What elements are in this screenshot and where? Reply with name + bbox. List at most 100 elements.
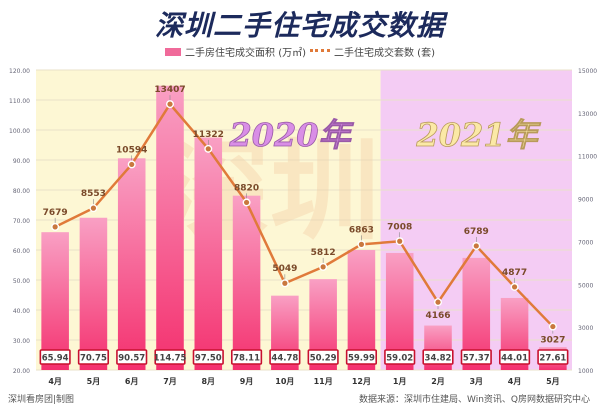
left-axis-tick: 60.00 — [13, 248, 30, 255]
line-point — [397, 238, 403, 244]
year-2020-label: 2020年 — [228, 116, 354, 154]
line-point — [90, 205, 97, 211]
bar-value-label: 34.82 — [425, 354, 452, 364]
line-point — [167, 101, 173, 107]
category-label: 11月 — [314, 377, 333, 386]
line-value-label: 3027 — [540, 336, 565, 346]
bar-value-box — [116, 349, 148, 365]
line-value-label: 4877 — [502, 268, 527, 278]
line-point — [129, 161, 135, 168]
right-axis-tick: 5000 — [578, 282, 593, 289]
bar-value-label: 90.57 — [118, 354, 145, 364]
line-value-label: 5812 — [311, 248, 336, 258]
left-axis-tick: 40.00 — [13, 308, 30, 315]
line-point — [52, 224, 58, 230]
line-point — [243, 199, 250, 206]
category-label: 1月 — [393, 377, 407, 386]
category-label: 2月 — [431, 377, 445, 386]
bar — [156, 85, 184, 370]
left-axis-tick: 120.00 — [9, 68, 30, 75]
credit-text: 深圳看房团|制图 — [8, 395, 75, 405]
left-axis-tick: 50.00 — [13, 278, 30, 285]
line-point — [282, 280, 288, 286]
year-2021-label: 2021年 — [415, 116, 541, 154]
bar-value-box — [345, 349, 378, 365]
bar-value-label: 70.75 — [80, 354, 107, 364]
legend-line-swatch — [310, 49, 330, 54]
category-label: 3月 — [469, 377, 483, 386]
bar-value-label: 97.50 — [195, 354, 222, 364]
right-axis-tick: 3000 — [578, 325, 593, 332]
bar-value-label: 78.11 — [233, 354, 260, 364]
line-point — [358, 241, 365, 247]
bar-value-box — [307, 349, 339, 365]
line-series — [54, 102, 554, 328]
line-point — [511, 284, 518, 290]
bar-value-box — [422, 349, 454, 365]
left-axis-tick: 70.00 — [13, 218, 30, 225]
bar — [194, 137, 223, 370]
bar — [41, 232, 69, 370]
legend: 二手房住宅成交面积 (万㎡) 二手住宅成交套数 (套) — [0, 44, 600, 59]
line-value-label: 6863 — [349, 225, 374, 235]
line-value-label: 11322 — [193, 130, 224, 140]
left-axis-tick: 80.00 — [13, 188, 30, 195]
bar-value-box — [154, 349, 186, 365]
line-point — [320, 264, 326, 270]
legend-line-label: 二手住宅成交套数 (套) — [334, 48, 435, 59]
bar-value-label: 50.29 — [310, 354, 337, 364]
line-value-label: 8820 — [234, 183, 259, 193]
line-point — [550, 323, 556, 330]
line-value-label: 13407 — [154, 85, 185, 95]
left-axis-tick: 90.00 — [13, 158, 30, 165]
bar — [117, 158, 146, 370]
source-text: 数据来源：深圳市住建局、Win资讯、Q房网数据研究中心 — [359, 395, 590, 405]
bar-value-box — [537, 349, 569, 365]
bar-value-box — [460, 349, 492, 365]
line-value-label: 10594 — [116, 145, 147, 155]
left-axis-tick: 110.00 — [9, 98, 30, 105]
line-value-label: 8553 — [81, 189, 106, 199]
line-value-label: 7008 — [387, 222, 412, 232]
right-axis-tick: 1000 — [578, 368, 593, 375]
bar-value-box — [39, 349, 71, 365]
bar-value-label: 59.99 — [348, 354, 375, 364]
chart-title: 深圳二手住宅成交数据 — [154, 9, 445, 42]
bar-value-box — [498, 349, 531, 365]
category-label: 4月 — [48, 377, 62, 386]
category-label: 5月 — [87, 377, 101, 386]
bar-value-box — [192, 349, 224, 365]
line-point — [435, 299, 441, 305]
bar-value-box — [384, 349, 416, 365]
category-label: 10月 — [275, 377, 294, 386]
bar-value-box — [230, 349, 263, 365]
category-label: 8月 — [201, 377, 215, 386]
bar-value-label: 44.01 — [501, 354, 528, 364]
category-label: 12月 — [352, 377, 371, 386]
left-axis-tick: 20.00 — [13, 368, 30, 375]
bar-value-label: 57.37 — [463, 354, 490, 364]
category-label: 6月 — [125, 377, 139, 386]
legend-bar-label: 二手房住宅成交面积 (万㎡) — [185, 48, 306, 59]
category-label: 5月 — [546, 377, 560, 386]
line-point — [205, 146, 211, 152]
bar-value-box — [77, 349, 110, 365]
left-axis-tick: 30.00 — [13, 338, 30, 345]
line-value-label: 7679 — [43, 208, 68, 218]
bar-value-label: 65.94 — [42, 354, 69, 364]
line-value-label: 4166 — [425, 311, 450, 321]
line-point — [473, 243, 479, 249]
right-axis-tick: 9000 — [578, 197, 593, 204]
category-label: 7月 — [163, 377, 177, 386]
bar-value-label: 27.61 — [539, 354, 566, 364]
left-axis-tick: 100.00 — [9, 128, 30, 135]
bar-value-box — [269, 349, 301, 365]
right-axis-tick: 11000 — [578, 154, 597, 161]
bar-value-label: 114.75 — [154, 354, 187, 364]
bar — [79, 217, 108, 370]
line-value-label: 6789 — [464, 227, 489, 237]
category-label: 9月 — [240, 377, 254, 386]
bar-value-label: 59.02 — [386, 354, 413, 364]
legend-bar-swatch — [165, 47, 182, 56]
